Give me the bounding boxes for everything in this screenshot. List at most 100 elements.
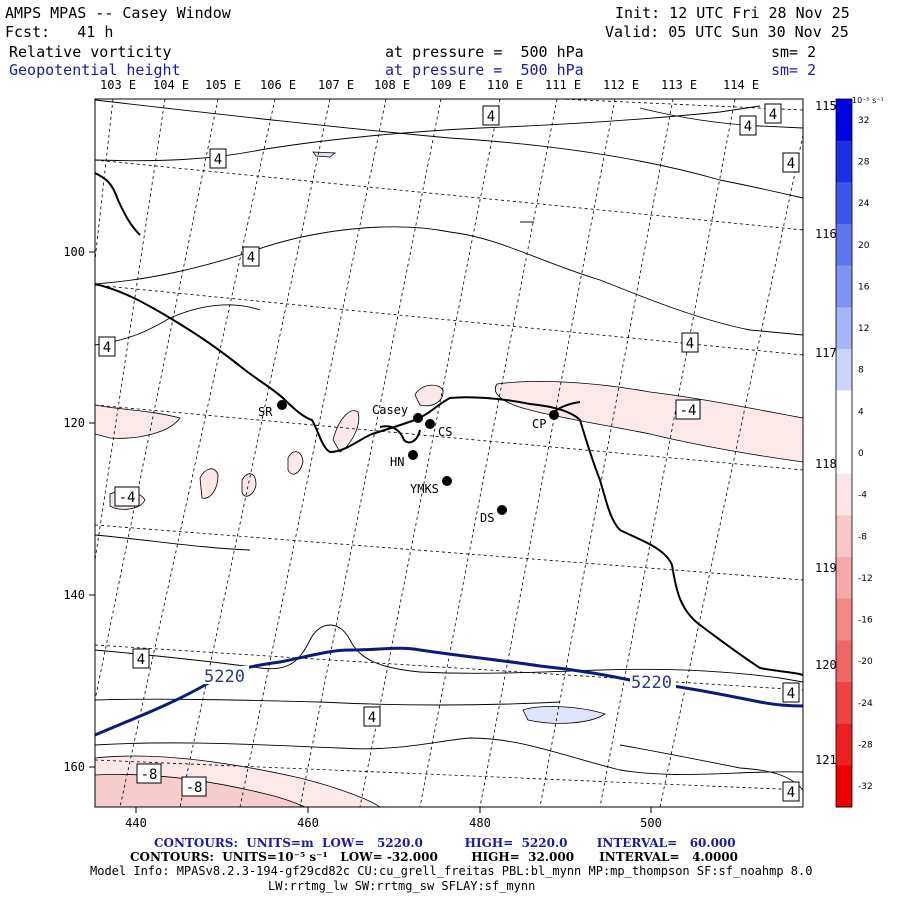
colorbar-label: -12 [858, 574, 873, 584]
top-tick: 107 E [318, 78, 354, 92]
bottom-tick: 460 [297, 816, 319, 830]
colorbar-label: -32 [858, 782, 873, 792]
contour-label-group: 4 4 4 4 4 4 4 4 4 4 4 -4 -4 -8 -8 [98, 103, 800, 802]
colorbar-swatch [836, 557, 852, 600]
top-tick: 112 E [603, 78, 639, 92]
colorbar: 32 28 24 20 16 12 8 4 0 -4 -8 -12 -16 -20 -24 -28 -32 [835, 98, 873, 808]
footer-vorticity-contours: CONTOURS: UNITS=10⁻⁵ s⁻¹ LOW= -32.000 HI… [130, 850, 738, 864]
vorticity-contours [95, 99, 803, 791]
colorbar-label: 28 [858, 157, 870, 167]
colorbar-unit: 10⁻⁵ s⁻¹ [852, 96, 884, 105]
colorbar-label: -8 [858, 532, 867, 542]
station-marker-hn [408, 450, 418, 460]
colorbar-swatch [836, 182, 852, 225]
contour-label: 4 [787, 785, 795, 801]
colorbar-swatch [836, 723, 852, 766]
station-label-ymks: YMKS [410, 482, 439, 496]
left-tick: 140 [63, 588, 85, 602]
colorbar-swatch [836, 223, 852, 267]
colorbar-label: 16 [858, 282, 870, 292]
top-tick: 103 E [100, 78, 136, 92]
station-label-cs: CS [438, 425, 452, 439]
top-tick: 105 E [205, 78, 241, 92]
top-tick: 109 E [430, 78, 466, 92]
colorbar-label: -28 [858, 741, 873, 751]
station-marker-cp [549, 410, 559, 420]
forecast-hour: Fcst: 41 h [5, 23, 114, 41]
station-label-cp: CP [532, 417, 546, 431]
contour-label: -8 [141, 767, 158, 783]
contour-label: -4 [119, 490, 136, 506]
field2-name: Geopotential height [9, 61, 181, 79]
colorbar-swatch [836, 432, 852, 475]
contour-label: 4 [744, 119, 752, 135]
contour-label: 4 [214, 152, 222, 168]
top-tick: 108 E [374, 78, 410, 92]
colorbar-label: -24 [858, 699, 873, 709]
colorbar-swatch [836, 682, 852, 725]
footer-model-info: Model Info: MPASv8.2.3-194-gf29cd82c CU:… [90, 864, 813, 878]
colorbar-swatch [836, 765, 852, 808]
top-tick: 104 E [153, 78, 189, 92]
station-marker-cs [425, 419, 435, 429]
colorbar-swatch [836, 390, 852, 433]
colorbar-swatch [836, 473, 852, 516]
colorbar-label: 12 [858, 324, 869, 334]
bottom-tick: 440 [125, 816, 147, 830]
colorbar-label: 0 [858, 449, 864, 459]
footer-height-contours: CONTOURS: UNITS=m LOW= 5220.0 HIGH= 5220… [154, 836, 736, 850]
contour-label: 4 [787, 156, 795, 172]
map-frame [94, 98, 804, 808]
colorbar-swatch [836, 99, 852, 142]
contour-label: 4 [137, 652, 145, 668]
station-marker-casey [413, 413, 423, 423]
valid-time: Valid: 05 UTC Sun 30 Nov 25 [605, 23, 849, 41]
colorbar-swatch [836, 307, 852, 350]
colorbar-label: -16 [858, 616, 873, 626]
coastline [95, 172, 803, 676]
field1-name: Relative vorticity [9, 43, 172, 61]
top-tick: 114 E [723, 78, 759, 92]
colorbar-swatch [836, 140, 852, 183]
field2-level: at pressure = 500 hPa [385, 61, 584, 79]
contour-label: 4 [247, 250, 255, 266]
colorbar-swatch [836, 515, 852, 558]
contour-label: 4 [787, 686, 795, 702]
footer-model-info-2: LW:rrtmg_lw SW:rrtmg_sw SFLAY:sf_mynn [268, 879, 536, 893]
station-marker-sr [277, 400, 287, 410]
field1-level: at pressure = 500 hPa [385, 43, 584, 61]
colorbar-label: 4 [858, 407, 864, 417]
bottom-tick: 480 [469, 816, 491, 830]
station-label-casey: Casey [372, 403, 408, 417]
colorbar-label: 20 [858, 241, 870, 251]
colorbar-label: -4 [858, 491, 867, 501]
height-label: 5220 [204, 667, 245, 687]
left-tick: 160 [63, 760, 85, 774]
top-tick: 111 E [545, 78, 581, 92]
field1-smooth: sm= 2 [771, 43, 817, 61]
map-title: AMPS MPAS -- Casey Window [5, 4, 231, 22]
init-time: Init: 12 UTC Fri 28 Nov 25 [615, 4, 850, 22]
colorbar-label: -20 [858, 657, 873, 667]
top-tick: 113 E [661, 78, 697, 92]
contour-label: 4 [769, 107, 777, 123]
contour-label: 4 [686, 336, 694, 352]
field2-smooth: sm= 2 [771, 61, 817, 79]
colorbar-swatch [836, 598, 852, 641]
left-tick: 120 [63, 416, 85, 430]
station-marker-ymks [442, 476, 452, 486]
station-label-ds: DS [480, 511, 494, 525]
top-tick: 106 E [260, 78, 296, 92]
station-label-sr: SR [258, 405, 273, 419]
colorbar-swatch [836, 640, 852, 683]
contour-label: -8 [186, 780, 203, 796]
contour-label: 4 [103, 340, 111, 356]
left-tick: 100 [63, 245, 85, 259]
station-marker-ds [497, 505, 507, 515]
colorbar-swatch [836, 348, 852, 392]
contour-label: 4 [487, 109, 495, 125]
colorbar-swatch [836, 265, 852, 308]
contour-label: -4 [680, 403, 697, 419]
colorbar-label: 8 [858, 366, 864, 376]
